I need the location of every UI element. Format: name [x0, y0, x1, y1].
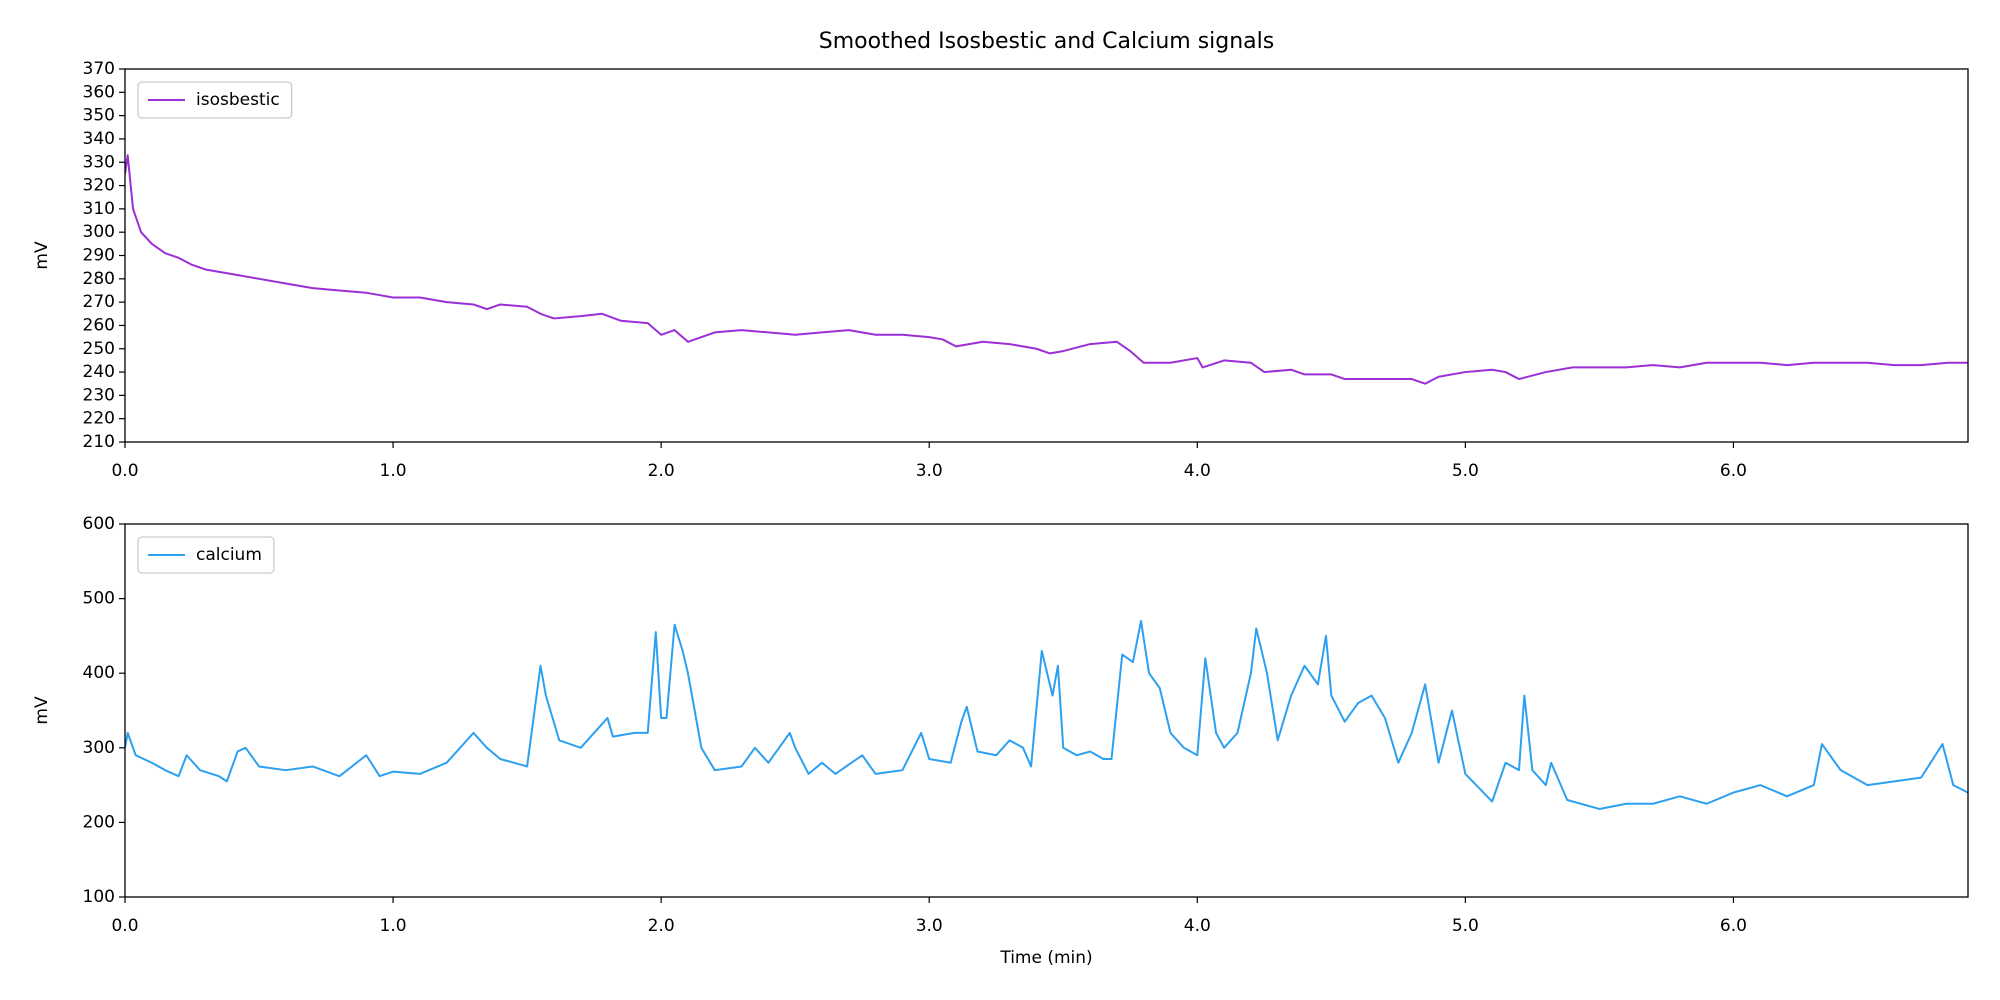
y-tick-label: 210: [83, 432, 115, 452]
data-line: [125, 154, 1968, 385]
x-tick-label: 1.0: [380, 461, 407, 481]
y-tick-label: 290: [83, 246, 115, 266]
axes-frame: [124, 68, 1969, 443]
y-tick-label: 320: [83, 176, 115, 196]
y-tick-label: 340: [83, 129, 115, 149]
legend: isosbestic: [137, 81, 293, 119]
x-tick-label: 3.0: [916, 461, 943, 481]
x-tick-label: 3.0: [916, 916, 943, 936]
x-tick-label: 0.0: [111, 916, 138, 936]
data-line: [125, 619, 1968, 810]
y-tick-label: 310: [83, 199, 115, 219]
y-tick-label: 330: [83, 152, 115, 172]
y-tick-label: 600: [83, 514, 115, 534]
y-tick-label: 250: [83, 339, 115, 359]
x-tick-label: 1.0: [380, 916, 407, 936]
y-tick-label: 240: [83, 362, 115, 382]
legend: calcium: [137, 536, 275, 574]
x-tick-label: 0.0: [111, 461, 138, 481]
x-tick-label: 5.0: [1452, 916, 1479, 936]
x-tick-label: 4.0: [1184, 461, 1211, 481]
y-tick-label: 280: [83, 269, 115, 289]
y-tick-label: 220: [83, 409, 115, 429]
y-tick-label: 370: [83, 59, 115, 79]
legend-box: [137, 536, 275, 574]
y-axis-label: mV: [32, 241, 52, 270]
y-tick-label: 230: [83, 385, 115, 405]
y-tick-label: 350: [83, 106, 115, 126]
legend-label: calcium: [196, 545, 262, 565]
x-tick-label: 2.0: [648, 916, 675, 936]
axes-frame: [124, 523, 1969, 898]
y-tick-label: 100: [83, 887, 115, 907]
y-tick-label: 360: [83, 82, 115, 102]
y-tick-label: 500: [83, 589, 115, 609]
y-axis-label: mV: [32, 696, 52, 725]
x-tick-label: 4.0: [1184, 916, 1211, 936]
y-tick-label: 400: [83, 663, 115, 683]
y-tick-label: 200: [83, 812, 115, 832]
y-tick-label: 260: [83, 315, 115, 335]
y-tick-label: 300: [83, 222, 115, 242]
x-tick-label: 6.0: [1720, 916, 1747, 936]
y-tick-label: 270: [83, 292, 115, 312]
y-tick-label: 300: [83, 738, 115, 758]
x-tick-label: 2.0: [648, 461, 675, 481]
x-axis-label: Time (min): [999, 948, 1092, 968]
legend-label: isosbestic: [196, 90, 280, 110]
x-tick-label: 5.0: [1452, 461, 1479, 481]
x-tick-label: 6.0: [1720, 461, 1747, 481]
legend-box: [137, 81, 293, 119]
chart-title: Smoothed Isosbestic and Calcium signals: [819, 29, 1275, 54]
